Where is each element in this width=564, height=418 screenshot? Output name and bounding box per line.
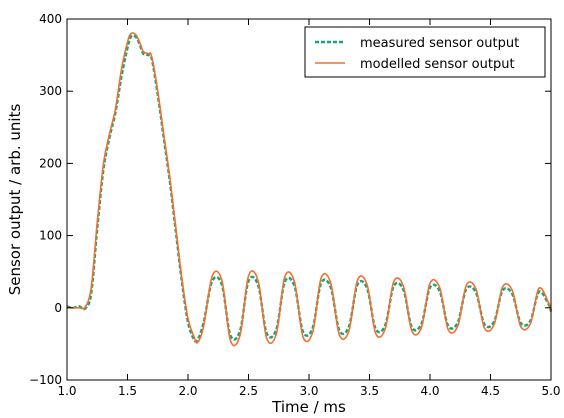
y-tick-label: 400	[39, 12, 62, 26]
y-axis-title: Sensor output / arb. units	[6, 104, 24, 296]
y-tick-label: 100	[39, 229, 62, 243]
x-tick-label: 4.0	[420, 384, 439, 398]
legend: measured sensor output modelled sensor o…	[304, 26, 546, 78]
x-tick-label: 1.0	[57, 384, 76, 398]
legend-box	[304, 26, 546, 78]
y-tick-label: 0	[54, 301, 62, 315]
x-tick-label: 1.5	[118, 384, 137, 398]
x-tick-label: 2.5	[239, 384, 258, 398]
x-axis-title: Time / ms	[271, 398, 346, 416]
series-line-modelled	[66, 32, 552, 347]
axis-ticks	[66, 18, 552, 381]
x-tick-label: 3.0	[299, 384, 318, 398]
legend-label-measured: measured sensor output	[360, 36, 519, 51]
legend-label-modelled: modelled sensor output	[360, 57, 515, 72]
x-tick-label: 2.0	[178, 384, 197, 398]
x-tick-label: 3.5	[360, 384, 379, 398]
y-tick-label: −100	[29, 373, 62, 387]
x-tick-label: 4.5	[481, 384, 500, 398]
x-tick-label: 5.0	[541, 384, 560, 398]
y-tick-label: 200	[39, 156, 62, 170]
y-tick-label: 300	[39, 84, 62, 98]
plot-series-group	[66, 32, 553, 347]
tick-labels: 1.0 1.5 2.0 2.5 3.0 3.5 4.0 4.5 5.0 −100 0 100 200 30…	[29, 12, 561, 398]
